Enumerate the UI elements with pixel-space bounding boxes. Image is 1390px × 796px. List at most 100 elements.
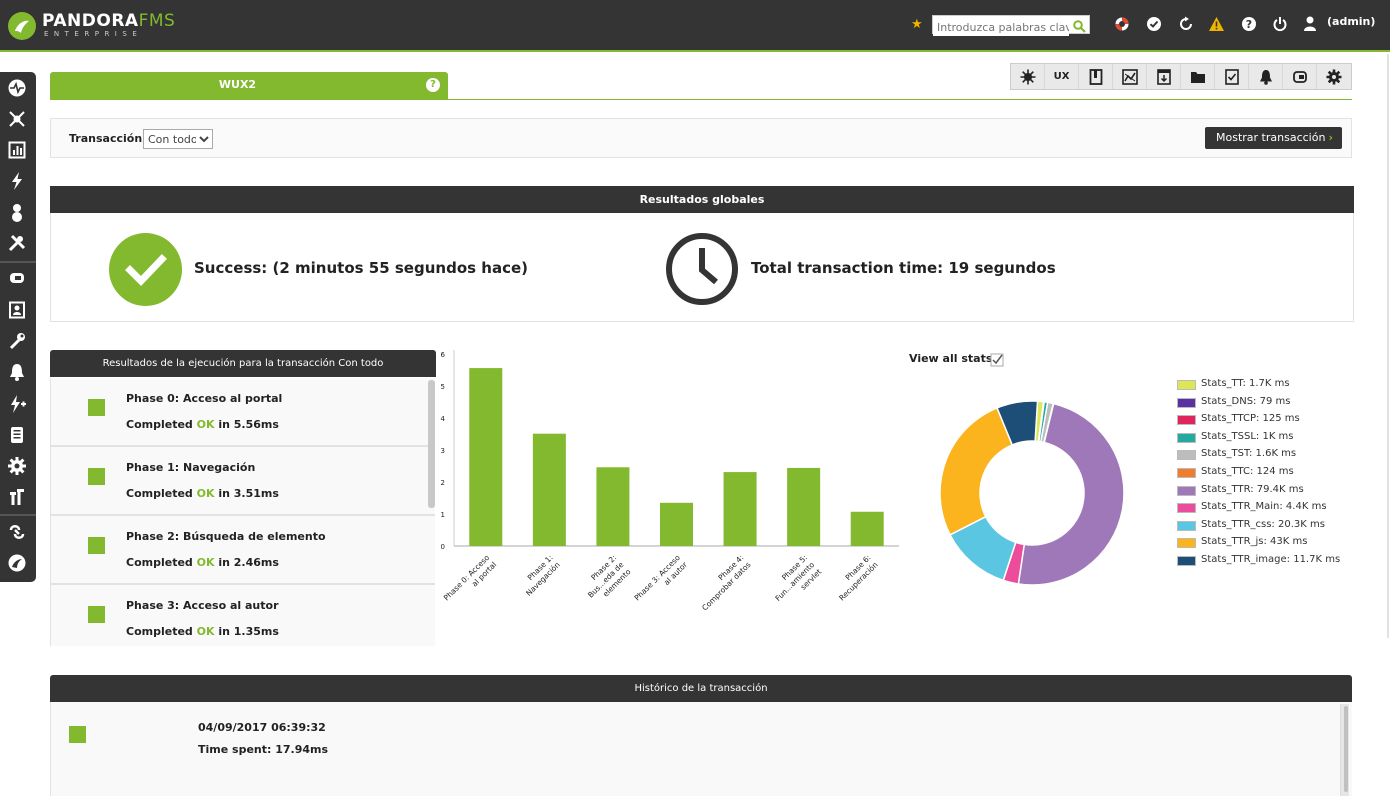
pandora-logo-icon[interactable] bbox=[7, 553, 27, 573]
donut-slice-9 bbox=[939, 406, 1014, 536]
phase-result: Completed OK in 2.46ms bbox=[126, 556, 279, 569]
x-tick-label: Phase 4:Comprobar datos bbox=[693, 553, 752, 612]
actions-icon[interactable] bbox=[7, 394, 27, 414]
transaction-history-header: Histórico de la transacción bbox=[50, 675, 1352, 702]
legend-swatch bbox=[1177, 450, 1196, 461]
logo-mark-icon bbox=[8, 12, 36, 40]
logo-text: PANDORAFMS bbox=[42, 11, 176, 31]
user-icon[interactable] bbox=[1303, 15, 1321, 33]
settings-icon[interactable] bbox=[1317, 64, 1351, 89]
alerts-icon[interactable] bbox=[7, 362, 27, 382]
folder-icon[interactable] bbox=[1181, 64, 1215, 89]
y-tick-label: 2 bbox=[441, 479, 445, 487]
chevron-right-icon: › bbox=[1328, 131, 1333, 144]
transaction-label: Transacción bbox=[69, 132, 143, 145]
transaction-select[interactable]: Con todo bbox=[143, 129, 213, 149]
phase-status-ok: OK bbox=[196, 625, 215, 638]
reports-icon[interactable] bbox=[7, 140, 27, 160]
legend-swatch bbox=[1177, 520, 1196, 531]
sun-gear-icon[interactable] bbox=[1011, 64, 1045, 89]
phase-results-list[interactable]: Phase 0: Acceso al portal Completed OK in… bbox=[50, 378, 436, 646]
history-scroll-thumb[interactable] bbox=[1344, 706, 1348, 792]
checklist-icon[interactable] bbox=[1215, 64, 1249, 89]
users-icon[interactable] bbox=[7, 202, 27, 222]
phase-list-scrollbar[interactable] bbox=[428, 380, 435, 508]
legend-label: Stats_DNS: 79 ms bbox=[1201, 395, 1291, 407]
y-tick-label: 3 bbox=[441, 447, 445, 455]
refresh-icon[interactable] bbox=[1178, 16, 1196, 34]
star-icon[interactable]: ★ bbox=[911, 17, 923, 32]
phase-status-ok: OK bbox=[196, 556, 215, 569]
status-ok-icon bbox=[88, 606, 105, 623]
wux-icon[interactable] bbox=[7, 268, 27, 288]
tab-toolbar: UX bbox=[1010, 63, 1352, 90]
lifebuoy-icon[interactable] bbox=[1114, 16, 1132, 34]
x-tick-label: Phase 2:Bus...eda deelemento bbox=[579, 553, 633, 607]
search-icon[interactable] bbox=[1073, 18, 1086, 37]
search-input[interactable] bbox=[933, 19, 1069, 36]
check-icon[interactable] bbox=[1146, 16, 1164, 34]
topology-icon[interactable] bbox=[7, 109, 27, 129]
search-box bbox=[932, 15, 1090, 37]
donut-slice-6 bbox=[1017, 402, 1125, 586]
phase-row: Phase 3: Acceso al autor Completed OK in … bbox=[51, 585, 435, 646]
phase-row: Phase 2: Búsqueda de elemento Completed O… bbox=[51, 516, 435, 585]
warning-icon[interactable] bbox=[1208, 16, 1226, 34]
status-ok-icon bbox=[88, 468, 105, 485]
view-all-stats-checkbox[interactable] bbox=[990, 352, 1004, 367]
history-date: 04/09/2017 06:39:32 bbox=[198, 721, 326, 734]
phase-time-bar-chart: 0 1 2 3 4 5 6 Phase 0: Accesoal portal Phase 1:N… bbox=[441, 350, 899, 612]
graph-icon[interactable] bbox=[1113, 64, 1147, 89]
tools-icon[interactable] bbox=[7, 233, 27, 253]
phase-result: Completed OK in 5.56ms bbox=[126, 418, 279, 431]
y-tick-label: 1 bbox=[441, 511, 445, 519]
pandora-logo[interactable]: PANDORAFMS ENTERPRISE bbox=[8, 10, 175, 42]
ux-button[interactable]: UX bbox=[1045, 64, 1079, 89]
agents-icon[interactable] bbox=[7, 300, 27, 320]
x-tick-label: Phase 3: Accesoal autor bbox=[633, 552, 690, 609]
setup-icon[interactable] bbox=[7, 456, 27, 476]
help-icon[interactable]: ? bbox=[426, 78, 440, 92]
sidebar-divider bbox=[0, 514, 36, 516]
power-icon[interactable] bbox=[1272, 16, 1290, 34]
help-icon[interactable]: ? bbox=[1241, 16, 1259, 34]
show-transaction-button[interactable]: Mostrar transacción › bbox=[1205, 127, 1342, 149]
phase-duration: in 3.51ms bbox=[214, 487, 279, 500]
legend-label: Stats_TST: 1.6K ms bbox=[1201, 448, 1297, 460]
y-tick-label: 5 bbox=[441, 383, 445, 391]
phase-title: Phase 2: Búsqueda de elemento bbox=[126, 530, 326, 543]
monitoring-icon[interactable] bbox=[7, 78, 27, 98]
global-results-header: Resultados globales bbox=[50, 186, 1354, 213]
history-scrollbar[interactable] bbox=[1340, 704, 1349, 796]
server-icon[interactable] bbox=[1147, 64, 1181, 89]
extensions-icon[interactable] bbox=[7, 487, 27, 507]
legend-swatch bbox=[1177, 503, 1196, 514]
phase-duration: in 1.35ms bbox=[214, 625, 279, 638]
logs-icon[interactable] bbox=[7, 425, 27, 445]
status-ok-icon bbox=[88, 399, 105, 416]
bar-4 bbox=[723, 472, 757, 546]
phase-duration: in 5.56ms bbox=[214, 418, 279, 431]
legend-label: Stats_TTR_Main: 4.4K ms bbox=[1201, 501, 1327, 513]
legend-swatch bbox=[1177, 432, 1196, 443]
phase-status-ok: OK bbox=[196, 418, 215, 431]
configuration-icon[interactable] bbox=[7, 331, 27, 351]
links-icon[interactable] bbox=[7, 522, 27, 542]
tab-wux2[interactable]: WUX2 ? bbox=[50, 72, 448, 99]
legend-label: Stats_TTC: 124 ms bbox=[1201, 466, 1294, 477]
x-tick-label: Phase 0: Accesoal portal bbox=[442, 553, 499, 610]
legend-label: Stats_TTR_css: 20.3K ms bbox=[1201, 518, 1325, 530]
events-icon[interactable] bbox=[7, 171, 27, 191]
user-name[interactable]: (admin) bbox=[1327, 15, 1376, 28]
logo-subtitle: ENTERPRISE bbox=[44, 30, 143, 38]
view-all-stats-label: View all stats bbox=[909, 352, 993, 365]
status-ok-icon bbox=[88, 537, 105, 554]
book-icon[interactable] bbox=[1079, 64, 1113, 89]
phase-result-prefix: Completed bbox=[126, 625, 197, 638]
phase-result-prefix: Completed bbox=[126, 487, 197, 500]
x-tick-label: Phase 1:Navegación bbox=[517, 553, 562, 598]
bell-icon[interactable] bbox=[1249, 64, 1283, 89]
transaction-history-body: 04/09/2017 06:39:32 Time spent: 17.94ms bbox=[50, 702, 1352, 796]
plugin-icon[interactable] bbox=[1283, 64, 1317, 89]
total-transaction-time: Total transaction time: 19 segundos bbox=[751, 259, 1056, 277]
